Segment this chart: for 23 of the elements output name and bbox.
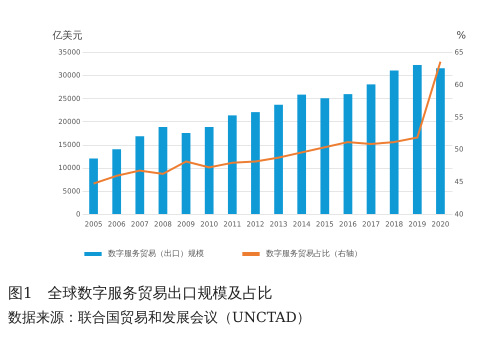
text: 图1 全球数字服务贸易出口规模及占比 — [8, 284, 273, 302]
bar — [228, 115, 237, 214]
bar — [112, 149, 122, 214]
legend-label: 数字服务贸易（出口）规模 — [108, 249, 204, 258]
bar — [251, 112, 260, 214]
bar — [135, 136, 144, 214]
bar — [89, 158, 98, 214]
bar — [204, 126, 214, 214]
bar — [390, 70, 399, 214]
bar — [158, 126, 168, 214]
legend-label: 数字服务贸易占比（右轴） — [266, 249, 362, 258]
bar — [320, 98, 330, 214]
bar — [182, 133, 190, 214]
bar — [366, 84, 376, 214]
bar — [436, 68, 445, 214]
y2-axis-title: % — [456, 30, 466, 42]
bar — [344, 94, 352, 214]
bar — [297, 94, 306, 214]
y-axis-title: 亿美元 — [52, 30, 82, 42]
text: 数据来源：联合国贸易和发展会议（UNCTAD） — [8, 310, 311, 326]
line-series — [92, 60, 442, 185]
bar — [274, 104, 283, 214]
bar — [412, 64, 422, 214]
